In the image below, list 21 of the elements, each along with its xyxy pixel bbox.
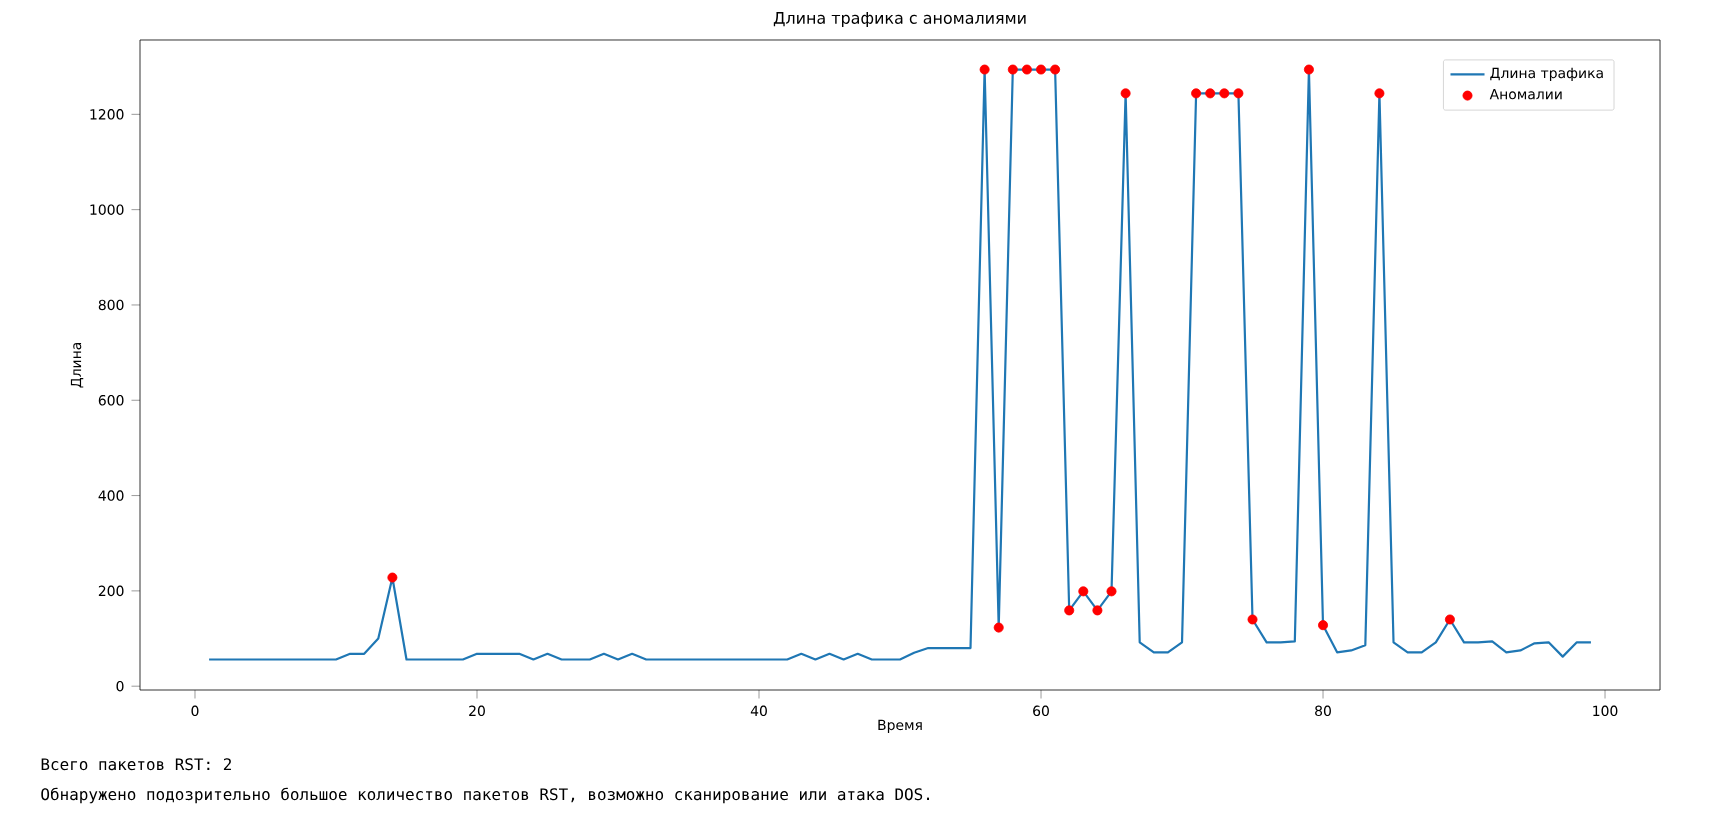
point — [1078, 586, 1089, 597]
point — [1191, 88, 1202, 99]
point — [993, 622, 1004, 633]
point — [1374, 88, 1385, 99]
point — [1444, 614, 1455, 625]
point — [1106, 586, 1117, 597]
point — [1233, 88, 1244, 99]
point — [1120, 88, 1131, 99]
point — [1021, 64, 1032, 75]
point — [1303, 64, 1314, 75]
point — [1247, 614, 1258, 625]
point — [1219, 88, 1230, 99]
point — [1318, 620, 1328, 631]
point — [387, 572, 398, 583]
point — [1007, 64, 1018, 75]
point — [979, 64, 990, 75]
point — [1205, 88, 1216, 99]
point — [1050, 64, 1061, 75]
point — [1092, 605, 1103, 616]
point — [1064, 605, 1075, 616]
point — [1036, 64, 1046, 75]
